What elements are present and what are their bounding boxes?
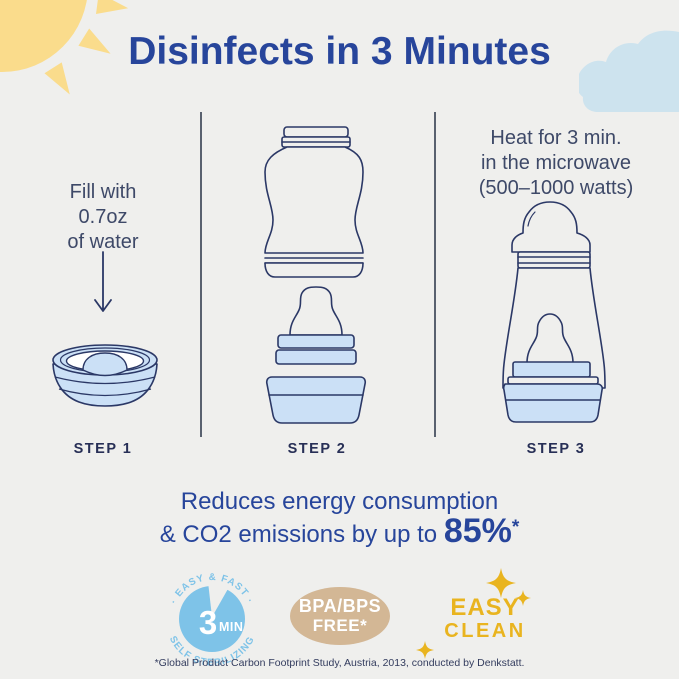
badge-minutes-value: 3 xyxy=(199,604,217,641)
step3-instruction-line3: (500–1000 watts) xyxy=(478,177,634,199)
bottle-parts-illustration xyxy=(264,126,367,424)
step2-label: STEP 2 xyxy=(287,441,347,457)
step-divider-right xyxy=(434,112,436,437)
claim-line-2: & CO2 emissions by up to 85%* xyxy=(0,512,679,551)
badge-circle xyxy=(179,586,245,652)
step1-instruction-line2: 0.7oz xyxy=(78,206,128,228)
cloud-icon xyxy=(579,30,679,112)
self-sterilizing-badge: 3 MIN · EASY & FAST · SELF STERILIZING xyxy=(167,572,256,669)
page-title: Disinfects in 3 Minutes xyxy=(128,30,551,73)
claim-value: 85% xyxy=(443,512,512,550)
step1-instruction: Fill with 0.7oz of water xyxy=(18,180,188,255)
easy-clean-word1: EASY xyxy=(450,594,520,621)
step3-label: STEP 3 xyxy=(526,441,586,457)
step1-instruction-line1: Fill with xyxy=(69,181,137,203)
sparkle-icon xyxy=(486,568,516,598)
step-divider-left xyxy=(200,112,202,437)
claim-line-1: Reduces energy consumption xyxy=(180,488,499,515)
step3-instruction-line2: in the microwave xyxy=(480,152,632,174)
step1-instruction-line3: of water xyxy=(67,231,139,253)
bpa-badge-line1: BPA/BPS xyxy=(298,595,382,616)
sun-icon xyxy=(0,0,129,95)
sparkle-icon xyxy=(416,641,434,659)
assembled-bottle-illustration xyxy=(502,201,606,423)
step1-label: STEP 1 xyxy=(73,441,133,457)
down-arrow-icon xyxy=(94,251,112,312)
badge-minutes-unit: MIN xyxy=(219,620,243,634)
easy-clean-word2: CLEAN xyxy=(444,620,526,642)
bpa-free-badge: BPA/BPS FREE* xyxy=(290,587,390,645)
claim-footnote-marker: * xyxy=(511,517,520,538)
step3-instruction: Heat for 3 min. in the microwave (500–10… xyxy=(446,126,666,201)
badge-timer-wedge xyxy=(208,584,229,617)
sparkle-icon xyxy=(515,590,531,606)
step3-instruction-line1: Heat for 3 min. xyxy=(490,127,622,149)
sterilizer-bowl-illustration xyxy=(52,344,158,407)
footnote: *Global Product Carbon Footprint Study, … xyxy=(154,657,525,669)
bpa-badge-line2: FREE* xyxy=(312,615,368,635)
claim-line-2-text: & CO2 emissions by up to xyxy=(159,521,438,548)
